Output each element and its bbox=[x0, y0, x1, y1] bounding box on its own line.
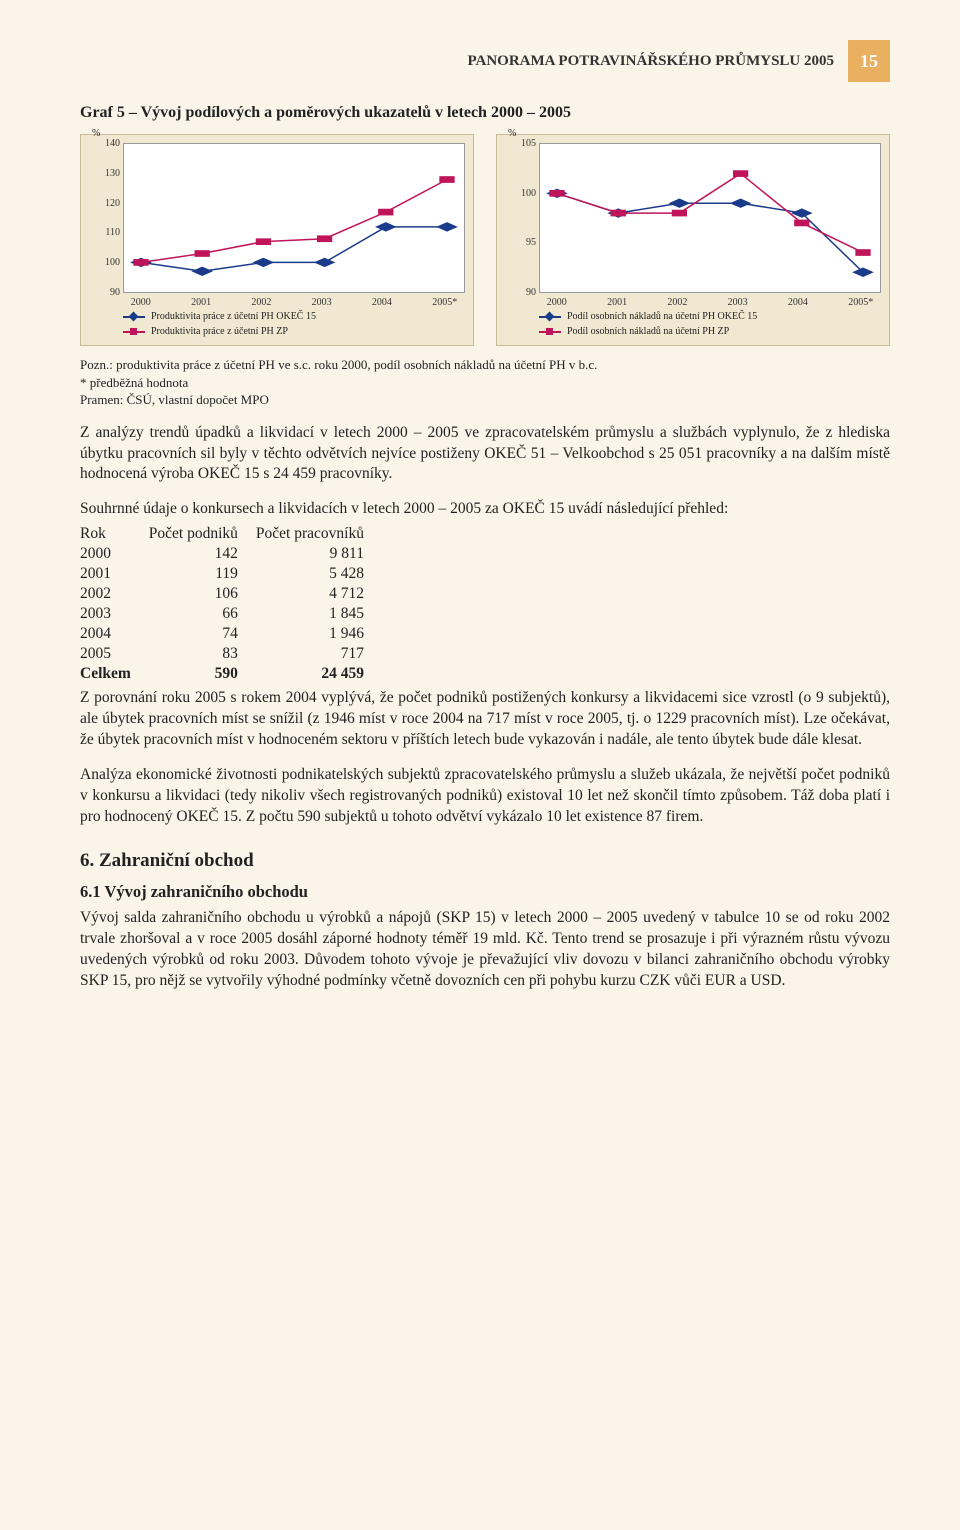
legend-label: Podíl osobních nákladů na účetní PH ZP bbox=[567, 326, 729, 337]
chart-right-yaxis: 1051009590 bbox=[508, 138, 536, 298]
cell-year: 2001 bbox=[80, 564, 149, 584]
paragraph-4: Vývoj salda zahraničního obchodu u výrob… bbox=[80, 908, 890, 992]
chart-left-legend: Produktivita práce z účetní PH OKEČ 15 Pr… bbox=[123, 311, 465, 337]
cell-pracovniku: 4 712 bbox=[256, 584, 382, 604]
header-title: PANORAMA POTRAVINÁŘSKÉHO PRŮMYSLU 2005 bbox=[467, 53, 834, 70]
cell-pracovniku: 1 845 bbox=[256, 604, 382, 624]
legend-item: Produktivita práce z účetní PH OKEČ 15 bbox=[123, 311, 465, 322]
cell-pracovniku: 717 bbox=[256, 644, 382, 664]
table-row: 200583717 bbox=[80, 644, 382, 664]
legend-item: Produktivita práce z účetní PH ZP bbox=[123, 326, 465, 337]
chart-right-xaxis: 200020012002200320042005* bbox=[540, 297, 880, 308]
total-pracovniku: 24 459 bbox=[256, 664, 382, 684]
diamond-marker-icon bbox=[539, 316, 561, 318]
paragraph-2: Z porovnání roku 2005 s rokem 2004 vyplý… bbox=[80, 688, 890, 751]
paragraph-3: Analýza ekonomické životnosti podnikatel… bbox=[80, 765, 890, 828]
square-marker-icon bbox=[539, 331, 561, 333]
cell-pracovniku: 9 811 bbox=[256, 544, 382, 564]
cell-podniku: 74 bbox=[149, 624, 256, 644]
chart-left: % 14013012011010090 20002001200220032004… bbox=[80, 134, 474, 346]
chart-footnote: Pozn.: produktivita práce z účetní PH ve… bbox=[80, 356, 890, 409]
chart-left-xaxis: 200020012002200320042005* bbox=[124, 297, 464, 308]
cell-year: 2000 bbox=[80, 544, 149, 564]
table-row: 2003661 845 bbox=[80, 604, 382, 624]
diamond-marker-icon bbox=[123, 316, 145, 318]
cell-year: 2005 bbox=[80, 644, 149, 664]
chart-left-plot: % 14013012011010090 20002001200220032004… bbox=[123, 143, 465, 293]
legend-label: Produktivita práce z účetní PH ZP bbox=[151, 326, 288, 337]
graph-5-heading: Graf 5 – Vývoj podílových a poměrových u… bbox=[80, 104, 890, 122]
table-row: 20021064 712 bbox=[80, 584, 382, 604]
legend-label: Podíl osobních nákladů na účetní PH OKEČ… bbox=[567, 311, 757, 322]
bankruptcy-table: Rok Počet podniků Počet pracovníků 20001… bbox=[80, 524, 382, 684]
section-6-1-heading: 6.1 Vývoj zahraničního obchodu bbox=[80, 882, 890, 902]
table-intro: Souhrnné údaje o konkursech a likvidacíc… bbox=[80, 499, 890, 520]
cell-year: 2004 bbox=[80, 624, 149, 644]
charts-row: % 14013012011010090 20002001200220032004… bbox=[80, 134, 890, 346]
square-marker-icon bbox=[123, 331, 145, 333]
cell-podniku: 83 bbox=[149, 644, 256, 664]
chart-right-series bbox=[540, 144, 880, 292]
cell-podniku: 66 bbox=[149, 604, 256, 624]
table-total-row: Celkem 590 24 459 bbox=[80, 664, 382, 684]
cell-podniku: 119 bbox=[149, 564, 256, 584]
section-6-heading: 6. Zahraniční obchod bbox=[80, 850, 890, 872]
total-podniku: 590 bbox=[149, 664, 256, 684]
cell-podniku: 106 bbox=[149, 584, 256, 604]
chart-right-plot: % 1051009590 200020012002200320042005* bbox=[539, 143, 881, 293]
legend-item: Podíl osobních nákladů na účetní PH ZP bbox=[539, 326, 881, 337]
table-row: 2004741 946 bbox=[80, 624, 382, 644]
table-row: 20001429 811 bbox=[80, 544, 382, 564]
cell-year: 2002 bbox=[80, 584, 149, 604]
total-label: Celkem bbox=[80, 664, 149, 684]
table-row: 20011195 428 bbox=[80, 564, 382, 584]
legend-label: Produktivita práce z účetní PH OKEČ 15 bbox=[151, 311, 316, 322]
footnote-line2: * předběžná hodnota bbox=[80, 374, 890, 392]
cell-year: 2003 bbox=[80, 604, 149, 624]
chart-right-legend: Podíl osobních nákladů na účetní PH OKEČ… bbox=[539, 311, 881, 337]
chart-left-yaxis: 14013012011010090 bbox=[92, 138, 120, 298]
col-pracovniku: Počet pracovníků bbox=[256, 524, 382, 544]
paragraph-1: Z analýzy trendů úpadků a likvidací v le… bbox=[80, 423, 890, 486]
cell-podniku: 142 bbox=[149, 544, 256, 564]
footnote-line3: Pramen: ČSÚ, vlastní dopočet MPO bbox=[80, 391, 890, 409]
chart-left-series bbox=[124, 144, 464, 292]
footnote-line1: Pozn.: produktivita práce z účetní PH ve… bbox=[80, 356, 890, 374]
chart-right: % 1051009590 200020012002200320042005* P… bbox=[496, 134, 890, 346]
cell-pracovniku: 1 946 bbox=[256, 624, 382, 644]
page-number: 15 bbox=[860, 51, 878, 72]
table-header-row: Rok Počet podniků Počet pracovníků bbox=[80, 524, 382, 544]
page-number-box: 15 bbox=[848, 40, 890, 82]
legend-item: Podíl osobních nákladů na účetní PH OKEČ… bbox=[539, 311, 881, 322]
page-header: PANORAMA POTRAVINÁŘSKÉHO PRŮMYSLU 2005 1… bbox=[80, 40, 890, 82]
col-podniku: Počet podniků bbox=[149, 524, 256, 544]
col-rok: Rok bbox=[80, 524, 149, 544]
cell-pracovniku: 5 428 bbox=[256, 564, 382, 584]
